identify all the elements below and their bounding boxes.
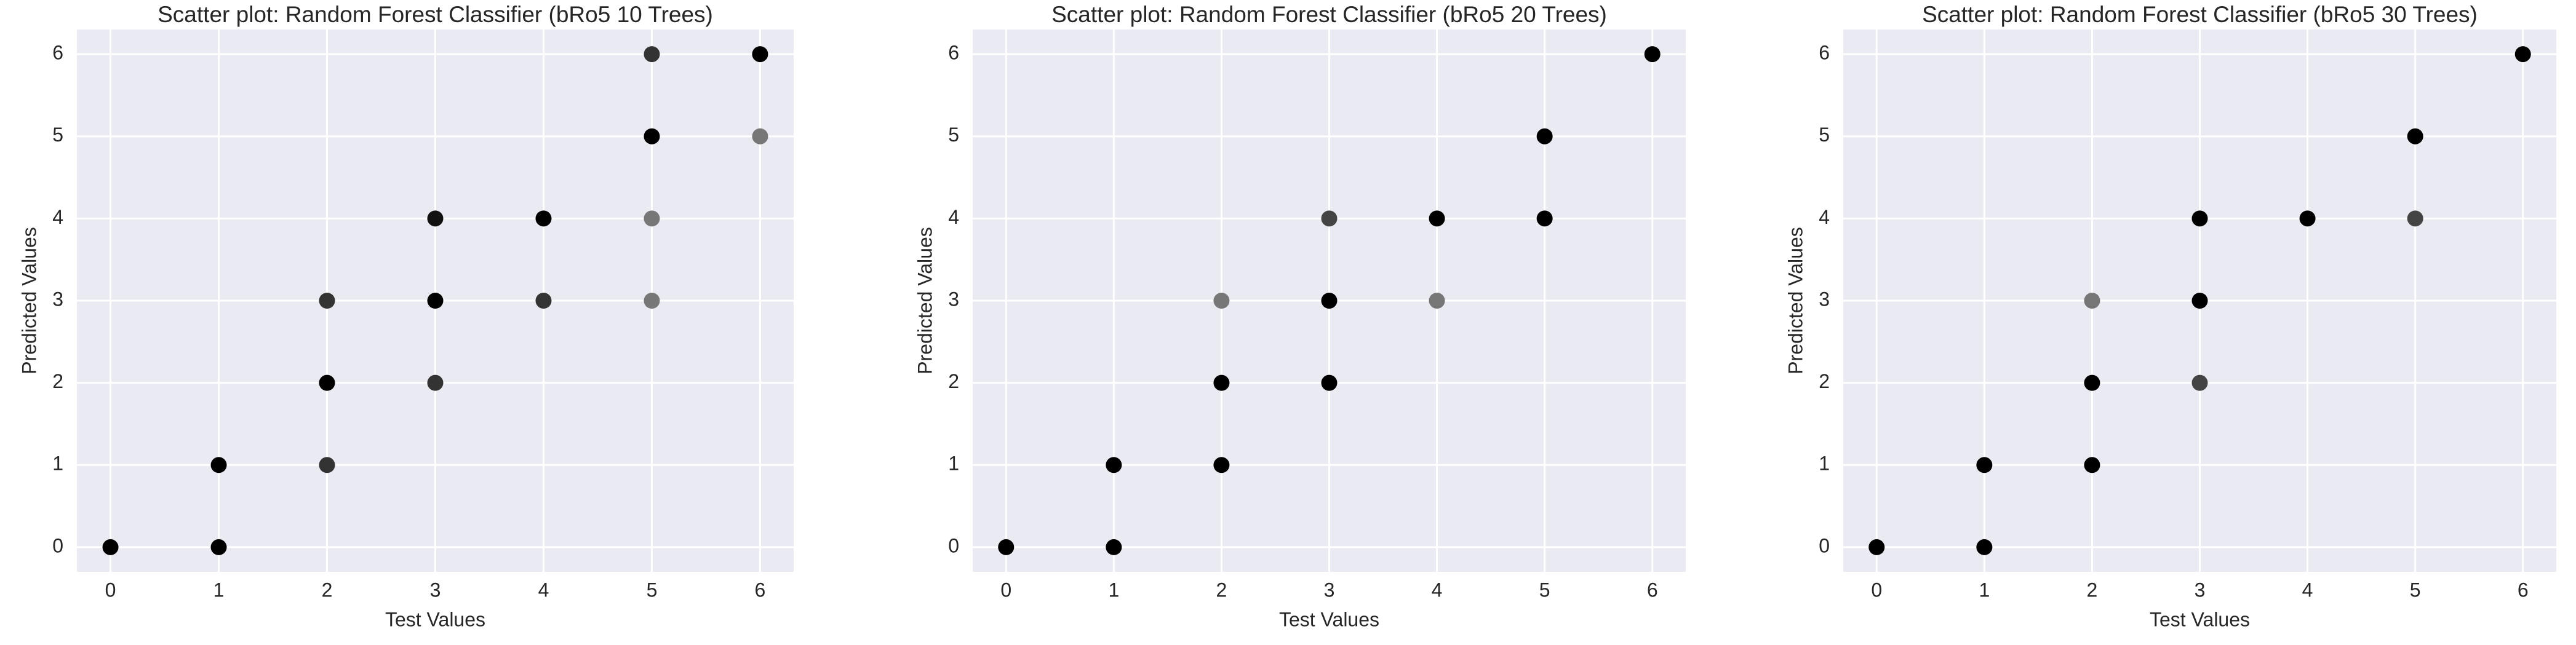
x-tick-label: 5: [2410, 579, 2421, 601]
point: [752, 46, 768, 63]
x-tick-label: 0: [1000, 579, 1011, 601]
x-tick-label: 6: [2518, 579, 2529, 601]
y-tick-label: 5: [52, 124, 63, 146]
y-axis-label: Predicted Values: [18, 227, 40, 374]
point: [1321, 374, 1338, 391]
y-tick-label: 1: [948, 453, 959, 475]
point: [1321, 210, 1338, 227]
point: [1213, 374, 1230, 391]
x-tick-label: 3: [2195, 579, 2206, 601]
point: [2299, 210, 2316, 227]
x-tick-label: 1: [1108, 579, 1119, 601]
point: [2084, 374, 2100, 391]
point: [1106, 539, 1122, 555]
point: [644, 128, 660, 144]
y-tick-label: 4: [52, 206, 63, 228]
point: [427, 374, 444, 391]
chart-title: Scatter plot: Random Forest Classifier (…: [1051, 2, 1607, 27]
y-tick-label: 0: [1819, 534, 1830, 556]
x-tick-label: 0: [105, 579, 116, 601]
point: [644, 46, 660, 63]
x-tick-label: 2: [1216, 579, 1227, 601]
y-axis-label: Predicted Values: [1784, 227, 1806, 374]
y-tick-label: 3: [1819, 288, 1830, 310]
point: [2514, 46, 2531, 63]
point: [2084, 293, 2100, 309]
point: [1976, 457, 1993, 473]
y-tick-label: 5: [1819, 124, 1830, 146]
point: [102, 539, 119, 555]
y-tick-label: 3: [948, 288, 959, 310]
y-tick-label: 4: [948, 206, 959, 228]
x-tick-label: 6: [755, 579, 766, 601]
point: [427, 293, 444, 309]
point: [1868, 539, 1885, 555]
point: [1536, 128, 1553, 144]
chart: 0 1 2 3 4 5 6 0 1 2 3 4 5 6 Scatter plot: Random Fores…: [914, 2, 1686, 630]
y-tick-label: 6: [948, 42, 959, 64]
chart-title: Scatter plot: Random Forest Classifier (…: [158, 2, 713, 27]
x-tick-label: 5: [647, 579, 658, 601]
x-axis-label: Test Values: [2150, 608, 2250, 630]
x-tick-label: 1: [213, 579, 225, 601]
x-tick-label: 4: [1432, 579, 1443, 601]
y-tick-label: 6: [52, 42, 63, 64]
point: [1536, 210, 1553, 227]
x-tick-label: 4: [538, 579, 549, 601]
x-tick-label: 2: [2087, 579, 2098, 601]
x-axis-label: Test Values: [385, 608, 485, 630]
x-tick-label: 0: [1871, 579, 1882, 601]
point: [535, 293, 552, 309]
point: [535, 210, 552, 227]
x-tick-label: 6: [1647, 579, 1658, 601]
point: [644, 210, 660, 227]
x-tick-label: 3: [430, 579, 441, 601]
point: [427, 210, 444, 227]
point: [1644, 46, 1661, 63]
point: [752, 128, 768, 144]
y-axis-label: Predicted Values: [914, 227, 936, 374]
point: [1213, 457, 1230, 473]
point: [319, 457, 335, 473]
point: [1213, 293, 1230, 309]
x-tick-label: 3: [1324, 579, 1335, 601]
point: [2191, 210, 2208, 227]
point: [210, 457, 227, 473]
point: [1321, 293, 1338, 309]
point: [319, 293, 335, 309]
point: [2084, 457, 2100, 473]
point: [210, 539, 227, 555]
x-tick-label: 2: [322, 579, 333, 601]
y-tick-label: 2: [1819, 370, 1830, 392]
chart: 0 1 2 3 4 5 6 0 1 2 3 4 5 6 Scatter plot: Random Fores…: [1784, 2, 2556, 630]
point: [1429, 210, 1445, 227]
y-tick-label: 2: [52, 370, 63, 392]
x-axis-label: Test Values: [1279, 608, 1379, 630]
point: [2407, 210, 2423, 227]
y-tick-label: 6: [1819, 42, 1830, 64]
point: [2191, 293, 2208, 309]
y-tick-label: 1: [52, 453, 63, 475]
x-tick-label: 5: [1539, 579, 1550, 601]
point: [2407, 128, 2423, 144]
y-tick-label: 5: [948, 124, 959, 146]
point: [319, 374, 335, 391]
y-tick-label: 4: [1819, 206, 1830, 228]
y-tick-label: 0: [52, 534, 63, 556]
point: [1976, 539, 1993, 555]
point: [1429, 293, 1445, 309]
point: [2191, 374, 2208, 391]
y-tick-label: 2: [948, 370, 959, 392]
y-tick-label: 1: [1819, 453, 1830, 475]
y-tick-label: 0: [948, 534, 959, 556]
x-tick-label: 4: [2302, 579, 2313, 601]
chart-title: Scatter plot: Random Forest Classifier (…: [1922, 2, 2478, 27]
chart: 0 1 2 3 4 5 6 0 1 2 3 4 5 6 Scatter plot: Random Fores…: [18, 2, 794, 630]
point: [644, 293, 660, 309]
point: [1106, 457, 1122, 473]
x-tick-label: 1: [1979, 579, 1990, 601]
y-tick-label: 3: [52, 288, 63, 310]
point: [998, 539, 1015, 555]
